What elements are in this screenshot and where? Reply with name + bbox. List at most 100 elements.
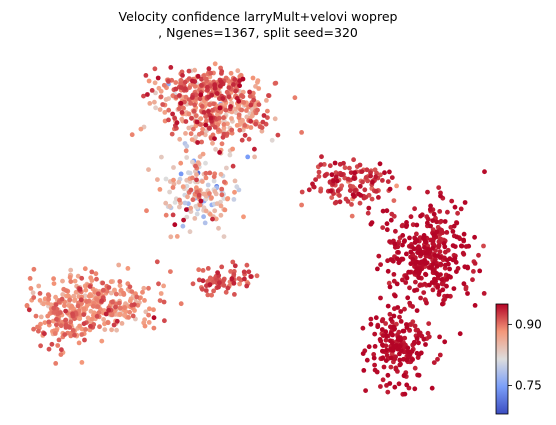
scatter-point xyxy=(37,298,43,303)
scatter-point xyxy=(173,80,179,85)
scatter-point xyxy=(151,307,156,313)
scatter-point xyxy=(127,298,133,304)
scatter-point xyxy=(205,292,211,298)
scatter-point xyxy=(421,233,427,238)
scatter-point xyxy=(457,331,463,337)
scatter-point xyxy=(84,299,89,305)
scatter-point xyxy=(481,291,487,296)
scatter-point xyxy=(252,146,257,152)
scatter-point xyxy=(226,85,232,90)
scatter-point xyxy=(403,280,409,285)
scatter-point xyxy=(186,111,192,117)
scatter-point xyxy=(255,78,261,83)
scatter-point xyxy=(422,245,427,250)
scatter-point xyxy=(63,317,68,323)
scatter-point xyxy=(437,352,443,358)
scatter-point xyxy=(461,251,467,257)
scatter-point xyxy=(134,294,140,300)
scatter-point xyxy=(180,105,186,111)
scatter-point xyxy=(170,212,176,218)
scatter-point xyxy=(406,269,411,275)
scatter-point xyxy=(203,170,209,176)
scatter-point xyxy=(184,214,190,220)
scatter-point xyxy=(53,294,58,300)
scatter-point xyxy=(436,239,442,245)
scatter-point xyxy=(361,368,367,373)
scatter-point xyxy=(431,232,437,238)
scatter-point xyxy=(364,167,370,173)
scatter-point xyxy=(239,107,245,113)
scatter-point xyxy=(442,219,448,224)
scatter-point xyxy=(244,108,249,113)
scatter-point xyxy=(383,358,389,363)
scatter-point xyxy=(256,102,262,107)
scatter-point xyxy=(59,347,64,353)
scatter-point xyxy=(412,386,418,392)
scatter-point xyxy=(248,125,254,130)
scatter-point xyxy=(397,357,403,363)
scatter-point xyxy=(472,234,477,240)
scatter-point xyxy=(248,118,254,124)
scatter-point xyxy=(386,280,392,286)
scatter-point xyxy=(46,293,52,299)
scatter-point xyxy=(435,272,441,278)
scatter-point xyxy=(396,250,401,255)
scatter-point xyxy=(256,86,262,91)
scatter-point xyxy=(190,175,195,181)
scatter-point xyxy=(241,269,247,275)
scatter-point xyxy=(198,92,204,98)
scatter-point xyxy=(439,277,445,283)
scatter-point xyxy=(458,206,464,212)
scatter-point xyxy=(33,313,39,319)
scatter-point xyxy=(349,202,354,207)
scatter-point xyxy=(398,319,404,324)
scatter-point xyxy=(211,288,217,294)
scatter-point xyxy=(248,274,254,279)
scatter-point xyxy=(380,342,385,348)
scatter-point xyxy=(409,349,415,354)
scatter-point xyxy=(465,291,470,296)
scatter-point xyxy=(387,284,393,290)
scatter-point xyxy=(385,389,391,395)
scatter-point xyxy=(360,351,366,356)
scatter-point xyxy=(412,323,418,329)
scatter-point xyxy=(60,278,65,284)
scatter-point xyxy=(200,278,206,284)
scatter-point xyxy=(414,336,420,341)
scatter-point xyxy=(423,342,428,347)
scatter-point xyxy=(229,127,235,133)
scatter-point xyxy=(126,315,131,320)
scatter-point xyxy=(212,82,218,88)
scatter-point xyxy=(201,73,207,79)
scatter-point xyxy=(269,137,275,143)
scatter-point xyxy=(451,286,457,291)
scatter-point xyxy=(391,344,397,349)
scatter-point xyxy=(393,228,398,234)
scatter-point xyxy=(401,239,407,244)
scatter-point xyxy=(404,322,409,327)
scatter-point xyxy=(183,131,188,136)
scatter-point xyxy=(166,107,172,113)
scatter-point xyxy=(99,298,105,304)
scatter-point xyxy=(117,311,123,317)
scatter-point xyxy=(36,283,42,289)
scatter-point xyxy=(222,207,228,213)
scatter-point xyxy=(77,316,83,322)
scatter-point xyxy=(437,334,442,340)
scatter-point xyxy=(232,189,237,195)
scatter-point xyxy=(88,323,93,329)
scatter-point xyxy=(435,285,440,290)
scatter-point xyxy=(395,305,401,310)
scatter-point xyxy=(203,76,209,82)
scatter-point xyxy=(230,146,236,152)
scatter-point xyxy=(141,93,146,99)
scatter-point xyxy=(180,73,185,78)
scatter-point xyxy=(177,204,182,210)
scatter-point xyxy=(430,287,436,293)
scatter-point xyxy=(443,249,448,255)
scatter-point xyxy=(399,256,405,262)
scatter-point xyxy=(58,352,64,357)
scatter-point xyxy=(365,210,371,216)
scatter-point xyxy=(429,385,435,391)
scatter-point xyxy=(188,187,194,193)
